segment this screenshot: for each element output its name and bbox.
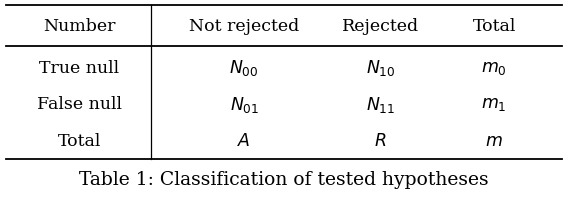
- Text: $R$: $R$: [374, 133, 387, 150]
- Text: Table 1: Classification of tested hypotheses: Table 1: Classification of tested hypoth…: [79, 171, 489, 189]
- Text: $N_{11}$: $N_{11}$: [366, 95, 395, 115]
- Text: $m_1$: $m_1$: [482, 96, 507, 113]
- Text: Not rejected: Not rejected: [189, 18, 299, 35]
- Text: Total: Total: [473, 18, 516, 35]
- Text: $N_{01}$: $N_{01}$: [229, 95, 259, 115]
- Text: Total: Total: [58, 133, 101, 150]
- Text: Rejected: Rejected: [342, 18, 419, 35]
- Text: False null: False null: [37, 96, 122, 113]
- Text: $A$: $A$: [237, 133, 251, 150]
- Text: True null: True null: [39, 60, 120, 77]
- Text: Number: Number: [43, 18, 116, 35]
- Text: $N_{00}$: $N_{00}$: [229, 58, 259, 78]
- Text: $m$: $m$: [485, 133, 503, 150]
- Text: $m_0$: $m_0$: [481, 60, 507, 77]
- Text: $N_{10}$: $N_{10}$: [366, 58, 395, 78]
